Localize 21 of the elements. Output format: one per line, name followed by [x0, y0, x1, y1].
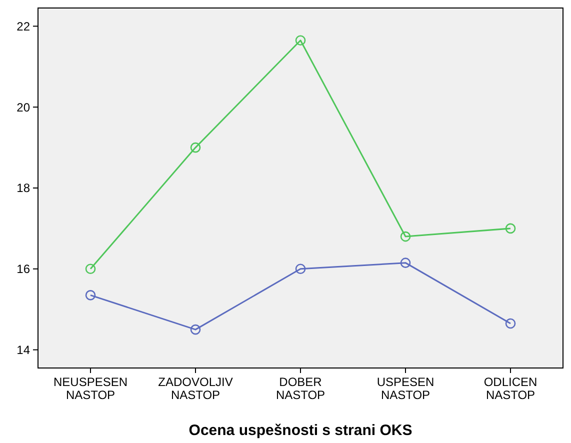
point: [505, 223, 516, 234]
x-tick-label: ODLICEN NASTOP: [484, 375, 538, 402]
x-tick-label: USPESEN NASTOP: [376, 375, 434, 402]
x-tick-label: ZADOVOLJIV NASTOP: [158, 375, 233, 402]
point: [85, 290, 96, 300]
point: [295, 35, 306, 46]
y-tick-label: 16: [16, 262, 30, 276]
x-axis-title: Ocena uspešnosti s strani OKS: [188, 422, 412, 439]
point: [295, 264, 306, 274]
point: [400, 231, 411, 242]
point: [85, 264, 96, 274]
y-tick-label: 18: [16, 181, 30, 196]
point: [190, 142, 201, 153]
point: [505, 318, 516, 329]
y-tick-label: 20: [16, 100, 30, 114]
y-tick-label: 22: [16, 19, 30, 34]
x-tick-label: DOBER NASTOP: [276, 375, 326, 402]
point: [190, 324, 201, 335]
point: [400, 258, 411, 268]
x-tick-label: NEUSPESEN NASTOP: [53, 375, 128, 402]
y-tick-label: 14: [16, 343, 30, 357]
